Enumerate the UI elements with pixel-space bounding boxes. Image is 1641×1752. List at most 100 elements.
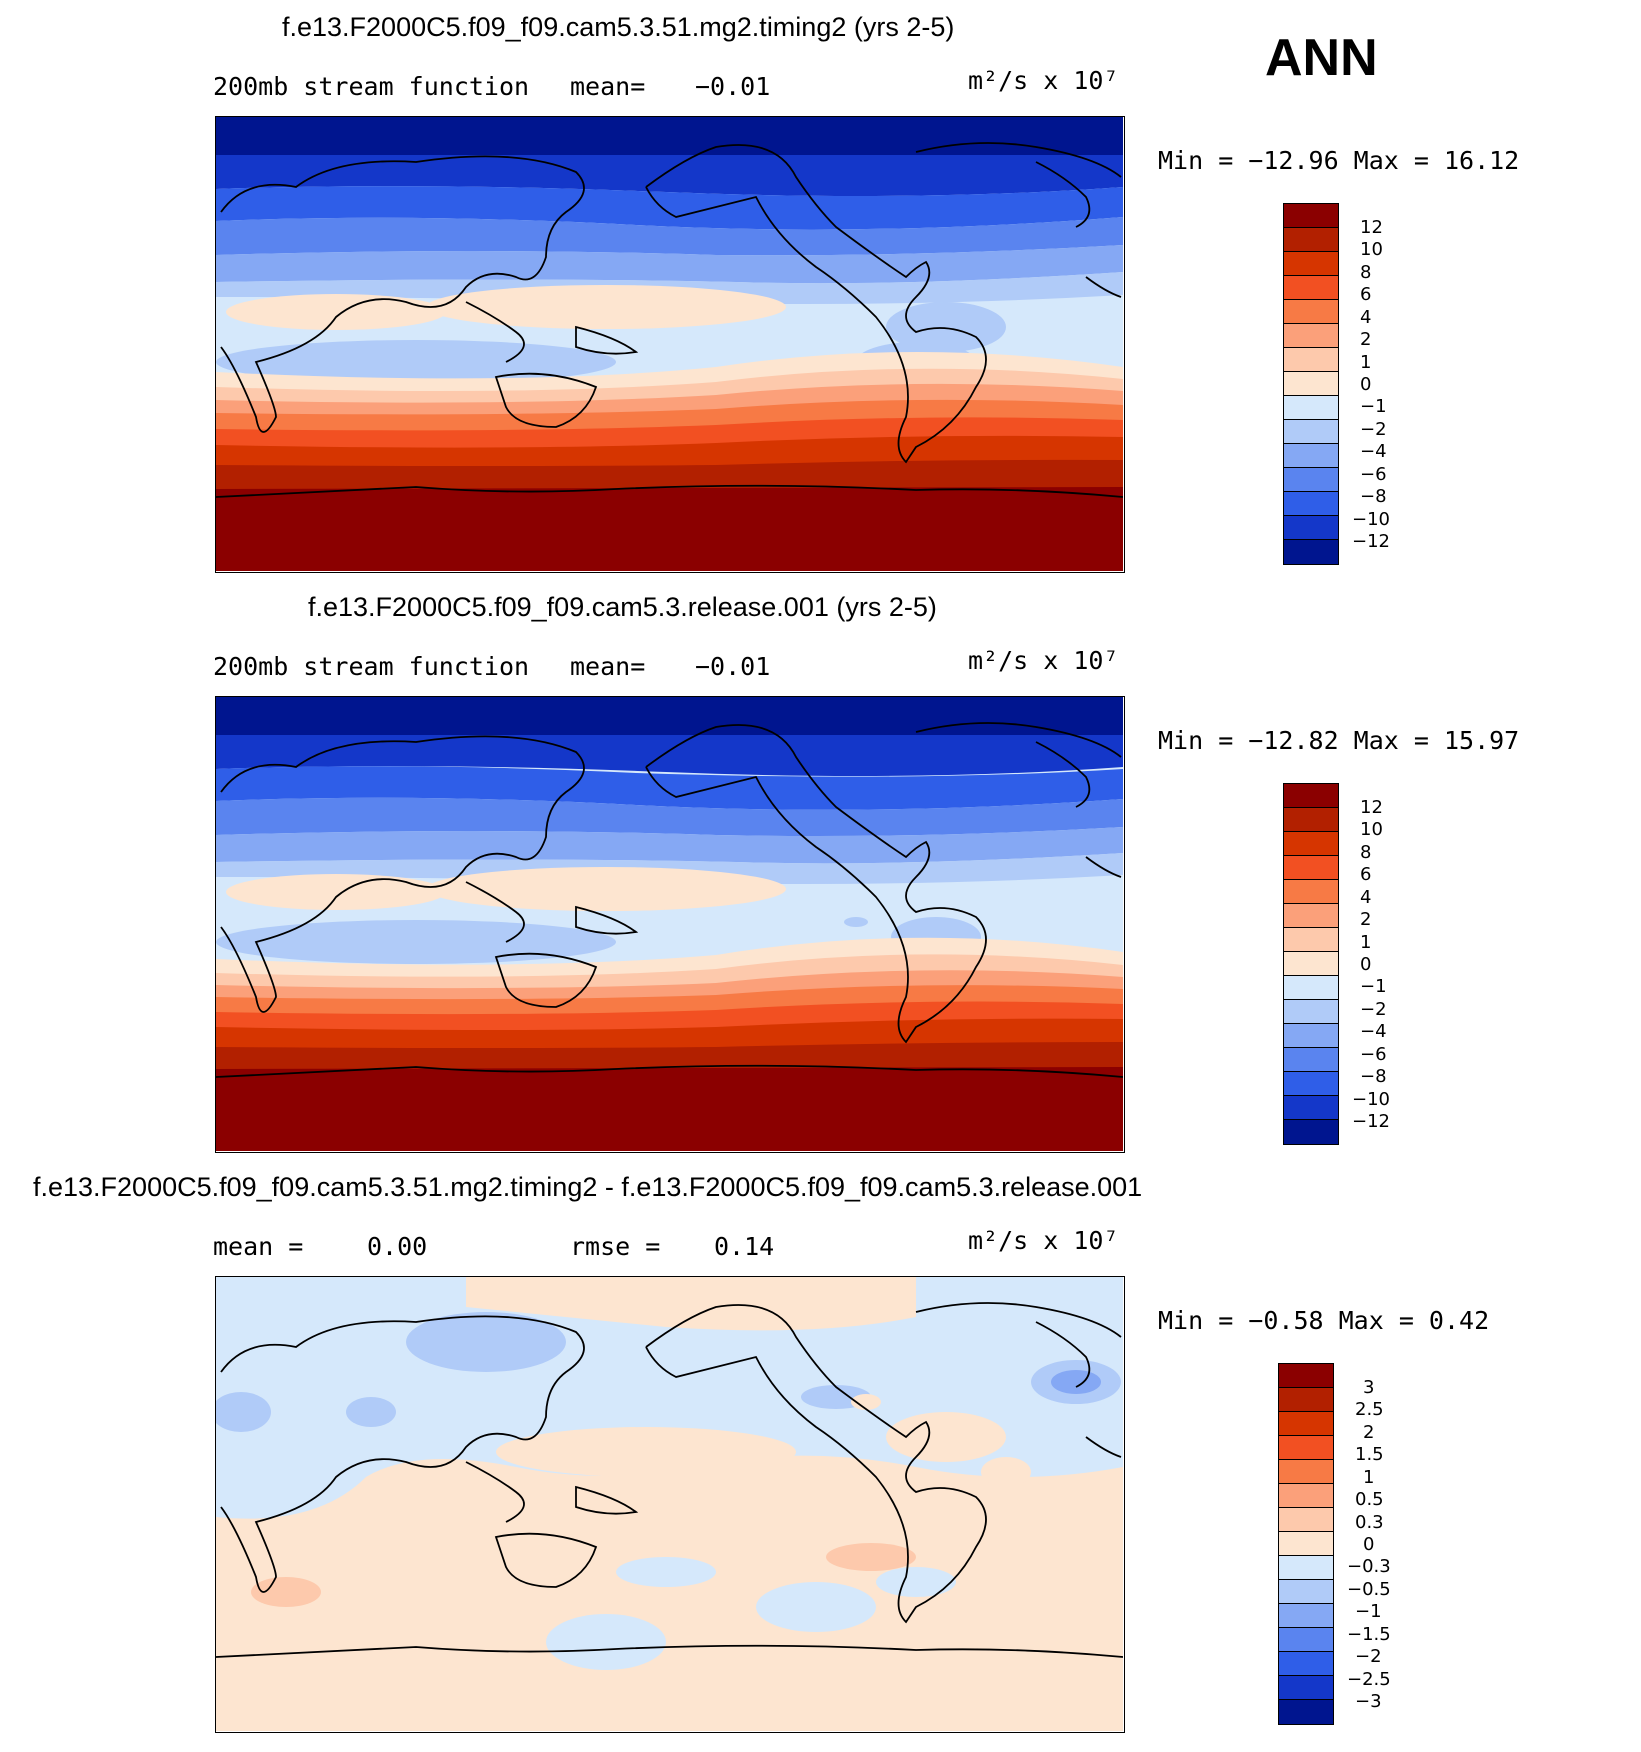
panel3-colorbar	[1278, 1363, 1334, 1725]
panel2-colorbar-swatch	[1284, 808, 1338, 832]
panel3-colorbar-swatch	[1279, 1508, 1333, 1532]
colorbar-tick-label: −10	[1352, 509, 1390, 530]
colorbar-tick-label: 0.5	[1355, 1489, 1384, 1510]
colorbar-tick-label: 10	[1360, 819, 1383, 840]
panel1-colorbar-swatch	[1284, 276, 1338, 300]
panel2-minmax: Min = −12.82 Max = 15.97	[1158, 726, 1520, 755]
colorbar-tick-label: −8	[1360, 486, 1387, 507]
colorbar-tick-label: −12	[1352, 531, 1390, 552]
panel3-map	[215, 1276, 1125, 1733]
colorbar-tick-label: 8	[1360, 262, 1372, 283]
panel1-colorbar-swatch	[1284, 468, 1338, 492]
colorbar-tick-label: −4	[1360, 441, 1387, 462]
panel3-mean-label: mean =	[213, 1232, 304, 1261]
panel2-colorbar-swatch	[1284, 880, 1338, 904]
colorbar-tick-label: −4	[1360, 1021, 1387, 1042]
panel2-contour-plot	[216, 697, 1123, 1151]
colorbar-tick-label: −3	[1355, 1691, 1382, 1712]
colorbar-tick-label: −12	[1352, 1111, 1390, 1132]
panel2-title: f.e13.F2000C5.f09_f09.cam5.3.release.001…	[308, 592, 937, 622]
colorbar-tick-label: −2	[1360, 419, 1387, 440]
panel1-colorbar	[1283, 203, 1339, 565]
panel1-colorbar-swatch	[1284, 516, 1338, 540]
panel3-contour-plot	[216, 1277, 1123, 1731]
colorbar-tick-label: 0.3	[1355, 1512, 1384, 1533]
panel1-field-label: 200mb stream function	[213, 72, 530, 101]
panel1-colorbar-swatch	[1284, 324, 1338, 348]
colorbar-tick-label: 1	[1360, 352, 1372, 373]
colorbar-tick-label: 4	[1360, 307, 1372, 328]
colorbar-tick-label: 1	[1360, 932, 1372, 953]
panel2-colorbar-swatch	[1284, 832, 1338, 856]
panel1-colorbar-swatch	[1284, 492, 1338, 516]
colorbar-tick-label: 2	[1360, 329, 1372, 350]
colorbar-tick-label: −0.5	[1347, 1579, 1391, 1600]
colorbar-tick-label: −1	[1360, 976, 1387, 997]
panel2-colorbar-swatch	[1284, 1120, 1338, 1144]
panel1-minmax: Min = −12.96 Max = 16.12	[1158, 146, 1520, 175]
panel2-colorbar-swatch	[1284, 1048, 1338, 1072]
panel1-colorbar-swatch	[1284, 372, 1338, 396]
panel2-colorbar-swatch	[1284, 1072, 1338, 1096]
panel1-colorbar-swatch	[1284, 228, 1338, 252]
panel1-contour-plot	[216, 117, 1123, 571]
panel3-rmse-value: 0.14	[714, 1232, 775, 1261]
colorbar-tick-label: −10	[1352, 1089, 1390, 1110]
panel3-colorbar-swatch	[1279, 1532, 1333, 1556]
panel2-colorbar-swatch	[1284, 976, 1338, 1000]
colorbar-tick-label: −1	[1360, 396, 1387, 417]
panel1-colorbar-swatch	[1284, 540, 1338, 564]
panel2-units: m²/s x 10⁷	[968, 646, 1119, 675]
panel1-colorbar-swatch	[1284, 204, 1338, 228]
panel3-colorbar-swatch	[1279, 1580, 1333, 1604]
panel2-mean-label: mean=	[570, 652, 646, 681]
colorbar-tick-label: 0	[1363, 1534, 1375, 1555]
panel2-colorbar-swatch	[1284, 856, 1338, 880]
panel2-colorbar-swatch	[1284, 1024, 1338, 1048]
colorbar-tick-label: 3	[1363, 1377, 1375, 1398]
panel2-colorbar-swatch	[1284, 1096, 1338, 1120]
panel3-mean-value: 0.00	[367, 1232, 428, 1261]
colorbar-tick-label: −2	[1360, 999, 1387, 1020]
panel3-minmax: Min = −0.58 Max = 0.42	[1158, 1306, 1490, 1335]
panel1-units: m²/s x 10⁷	[968, 66, 1119, 95]
colorbar-tick-label: −1	[1355, 1601, 1382, 1622]
colorbar-tick-label: −1.5	[1347, 1624, 1391, 1645]
colorbar-tick-label: 12	[1360, 217, 1383, 238]
colorbar-tick-label: −2.5	[1347, 1669, 1391, 1690]
colorbar-tick-label: 2.5	[1355, 1399, 1384, 1420]
panel3-colorbar-swatch	[1279, 1676, 1333, 1700]
panel1-colorbar-swatch	[1284, 300, 1338, 324]
panel3-colorbar-swatch	[1279, 1412, 1333, 1436]
panel1-colorbar-swatch	[1284, 420, 1338, 444]
panel3-colorbar-swatch	[1279, 1628, 1333, 1652]
panel1-mean-value: −0.01	[695, 72, 771, 101]
panel3-rmse-label: rmse =	[570, 1232, 661, 1261]
panel3-colorbar-swatch	[1279, 1700, 1333, 1724]
panel2-map	[215, 696, 1125, 1153]
colorbar-tick-label: 6	[1360, 864, 1372, 885]
colorbar-tick-label: 4	[1360, 887, 1372, 908]
panel2-colorbar-swatch	[1284, 952, 1338, 976]
panel2-colorbar-swatch	[1284, 928, 1338, 952]
panel3-colorbar-swatch	[1279, 1652, 1333, 1676]
panel1-colorbar-swatch	[1284, 252, 1338, 276]
colorbar-tick-label: 0	[1360, 954, 1372, 975]
panel1-mean-label: mean=	[570, 72, 646, 101]
colorbar-tick-label: −0.3	[1347, 1556, 1391, 1577]
panel3-colorbar-swatch	[1279, 1364, 1333, 1388]
panel2-colorbar-swatch	[1284, 1000, 1338, 1024]
panel2-mean-value: −0.01	[695, 652, 771, 681]
panel2-field-label: 200mb stream function	[213, 652, 530, 681]
colorbar-tick-label: 12	[1360, 797, 1383, 818]
panel3-colorbar-swatch	[1279, 1460, 1333, 1484]
panel3-colorbar-swatch	[1279, 1556, 1333, 1580]
panel1-title: f.e13.F2000C5.f09_f09.cam5.3.51.mg2.timi…	[282, 12, 955, 42]
colorbar-tick-label: 10	[1360, 239, 1383, 260]
panel3-title: f.e13.F2000C5.f09_f09.cam5.3.51.mg2.timi…	[33, 1172, 1143, 1202]
colorbar-tick-label: 1	[1363, 1467, 1375, 1488]
panel3-colorbar-swatch	[1279, 1436, 1333, 1460]
colorbar-tick-label: −6	[1360, 1044, 1387, 1065]
colorbar-tick-label: −6	[1360, 464, 1387, 485]
panel3-colorbar-swatch	[1279, 1484, 1333, 1508]
